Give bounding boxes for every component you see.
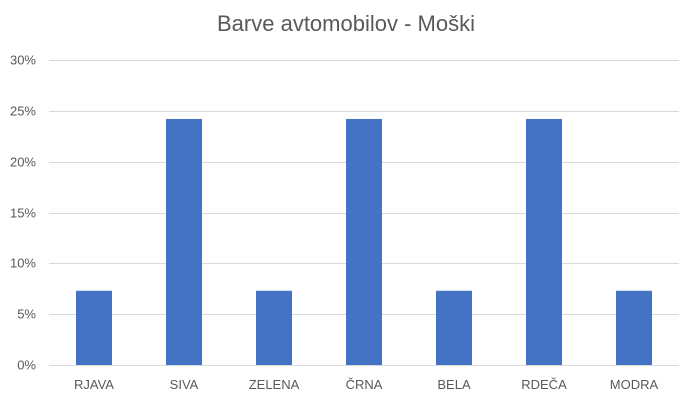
bar-modra [616, 290, 652, 365]
x-tick-label: ZELENA [249, 377, 300, 392]
y-tick-label: 25% [10, 104, 36, 119]
x-tick-label: BELA [437, 377, 471, 392]
chart-title: Barve avtomobilov - Moški [217, 11, 475, 36]
y-tick-label: 10% [10, 256, 36, 271]
bar-bela [436, 290, 472, 365]
bar-zelena [256, 290, 292, 365]
bar-rjava [76, 290, 112, 365]
y-tick-label: 30% [10, 53, 36, 68]
x-tick-label: ČRNA [346, 377, 383, 392]
x-tick-label: SIVA [170, 377, 199, 392]
bar-rdeča [526, 118, 562, 365]
bar-siva [166, 118, 202, 365]
y-tick-label: 0% [17, 358, 36, 373]
x-tick-label: RJAVA [74, 377, 114, 392]
y-tick-label: 20% [10, 155, 36, 170]
x-axis-ticks: RJAVA SIVA ZELENA ČRNA BELA RDEČA MODRA [74, 377, 659, 392]
bars [76, 118, 652, 365]
y-axis-ticks: 0% 5% 10% 15% 20% 25% 30% [10, 53, 36, 373]
x-tick-label: MODRA [610, 377, 659, 392]
y-tick-label: 15% [10, 206, 36, 221]
x-tick-label: RDEČA [521, 377, 567, 392]
y-tick-label: 5% [17, 307, 36, 322]
bar-črna [346, 118, 382, 365]
